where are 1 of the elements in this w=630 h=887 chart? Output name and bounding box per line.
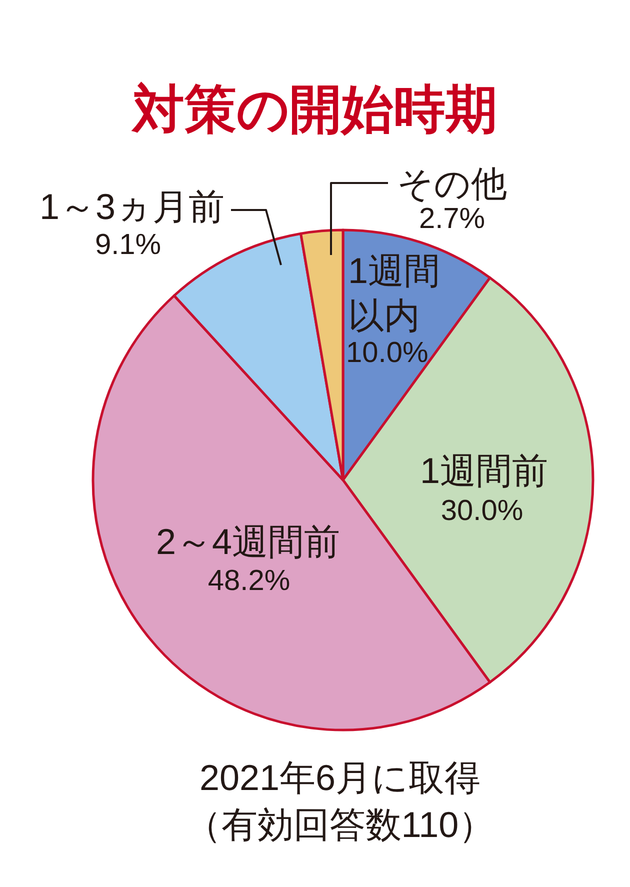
title: 対策の開始時期 bbox=[132, 81, 498, 139]
